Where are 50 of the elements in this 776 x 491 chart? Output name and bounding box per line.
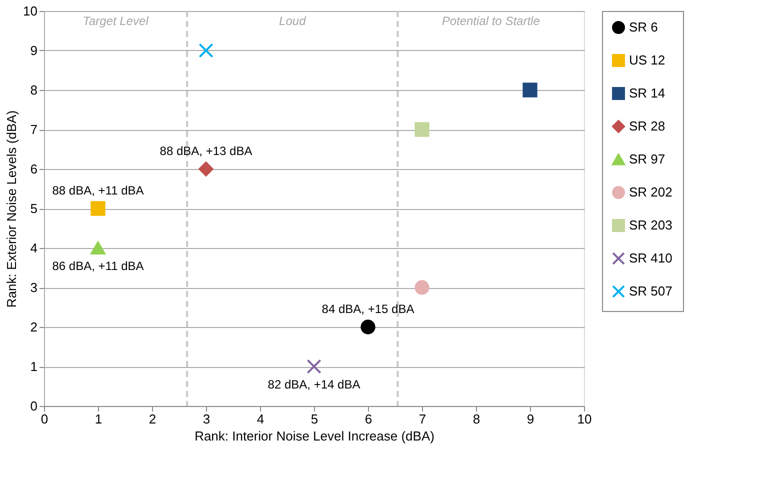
legend-label: SR 14 [629,86,666,100]
annotation: 82 dBA, +14 dBA [268,378,360,392]
x-tick-label: 10 [577,412,592,426]
x-tick-label: 1 [94,412,102,426]
annotation: 84 dBA, +15 dBA [322,302,414,316]
y-tick-label: 8 [30,82,38,98]
y-tick-label: 6 [30,162,38,176]
point [90,201,106,216]
x-tick-label: 6 [364,412,372,426]
y-tick-label: 0 [30,398,38,414]
x-tick-label: 4 [256,412,264,426]
legend-label: SR 203 [629,218,672,232]
x-tick-label: 9 [526,412,534,426]
y-tick-label: 7 [30,122,38,137]
point [90,242,106,254]
x-axis-title: Rank: Interior Noise Level Increase (dBA) [194,428,434,444]
legend-label: US 12 [629,52,666,68]
y-tick-label: 3 [30,280,38,295]
x-tick-label: 8 [472,412,480,426]
x-tick-label: 7 [418,412,426,426]
x-tick-label: 5 [310,412,318,426]
legend-label: SR 410 [629,250,672,266]
point [360,320,376,334]
x-tick-label: 3 [202,412,210,426]
legend-label: SR 28 [629,118,666,134]
y-axis-title: Rank: Exterior Noise Levels (dBA) [4,110,20,308]
y-tick-label: 1 [30,359,38,374]
point [198,43,214,58]
point [198,162,214,176]
point [306,359,322,374]
y-tick-label: 5 [30,201,38,216]
point [414,122,430,137]
legend-label: SR 6 [629,20,658,34]
annotation: 86 dBA, +11 dBA [52,259,144,273]
legend-label: SR 97 [629,152,666,166]
band-label: Target Level [82,14,149,28]
point [414,280,430,295]
x-tick-label: 2 [148,412,156,426]
annotation: 88 dBA, +11 dBA [52,184,144,198]
x-tick-label: 0 [40,412,48,426]
legend-label: SR 507 [629,284,672,298]
y-tick-label: 2 [30,320,38,334]
band-label: Potential to Startle [442,14,540,28]
point [522,82,538,98]
y-tick-label: 4 [30,240,38,256]
y-tick-label: 9 [30,43,38,58]
legend-label: SR 202 [629,184,672,200]
band-label: Loud [279,14,306,28]
y-tick-label: 10 [23,4,38,18]
annotation: 88 dBA, +13 dBA [160,144,252,158]
